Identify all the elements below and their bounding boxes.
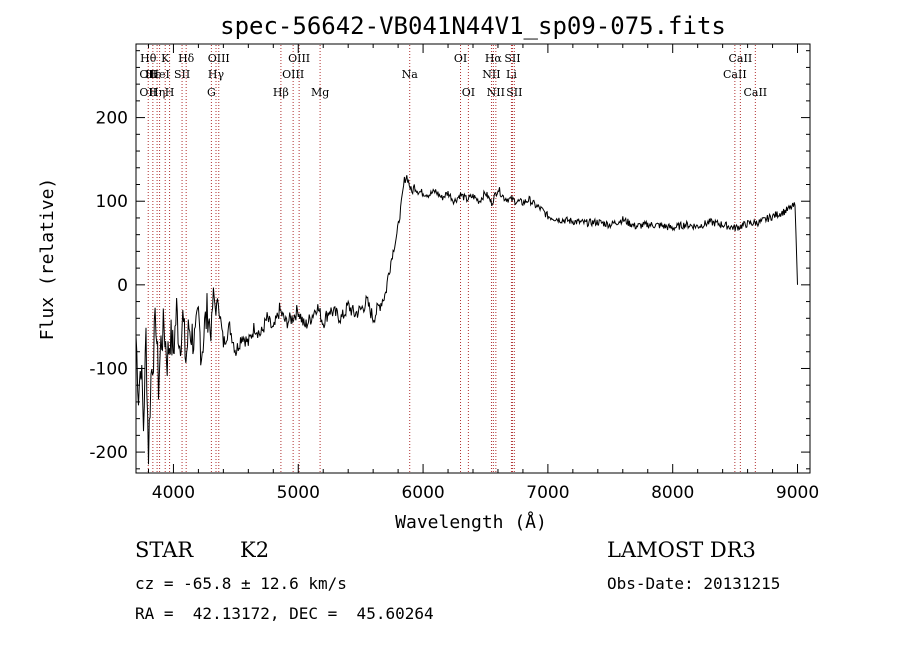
spectral-line-label: Hγ	[208, 68, 225, 81]
x-tick-label: 5000	[277, 483, 320, 503]
spectrum-line	[135, 175, 798, 465]
spectral-line-label: NII	[487, 86, 505, 99]
x-tick-label: 9000	[776, 483, 819, 503]
spectral-line-label: K	[161, 52, 170, 65]
x-tick-label: 4000	[152, 483, 195, 503]
y-tick-label: 0	[117, 276, 128, 296]
spectral-line-label: Hη	[149, 86, 165, 99]
spectral-line-label: OIII	[282, 68, 304, 81]
spectral-line-label: OII	[139, 68, 157, 81]
spectral-line-label: OI	[454, 52, 467, 65]
spectral-line-label: Hθ	[140, 52, 157, 65]
spectral-line-label: NII	[482, 68, 500, 81]
survey-name: LAMOST DR3	[607, 538, 756, 562]
spectral-line-label: CaII	[743, 86, 767, 99]
y-tick-label: 200	[96, 109, 128, 129]
spectral-line-label: H	[165, 86, 175, 99]
y-tick-label: -100	[89, 359, 128, 379]
spectral-line-label: Hα	[485, 52, 503, 65]
chart-title: spec-56642-VB041N44V1_sp09-075.fits	[220, 12, 726, 40]
x-axis-label: Wavelength (Å)	[395, 511, 547, 533]
object-class: STAR	[135, 538, 194, 562]
spectral-line-markers	[147, 45, 756, 472]
spectral-line-label: Hε	[145, 68, 161, 81]
spectral-line-label: CaII	[729, 52, 753, 65]
spectrum-series	[135, 175, 798, 465]
y-tick-label: 100	[96, 192, 128, 212]
spectral-line-label: OIII	[288, 52, 310, 65]
spectral-line-label: SII	[504, 52, 520, 65]
plot-frame	[135, 43, 811, 474]
spectral-line-label: Hδ	[178, 52, 195, 65]
spectral-line-labels: HθOIIOIIHεHηHeIKHSIIHδGHγOIIIHβOIIIOIIIM…	[139, 52, 767, 99]
x-tick-label: 7000	[526, 483, 569, 503]
spectral-line-label: Li	[506, 68, 517, 81]
spectral-line-label: Na	[402, 68, 419, 81]
object-subclass: K2	[240, 538, 270, 562]
spectral-line-label: OI	[462, 86, 475, 99]
spectral-line-label: SII	[506, 86, 522, 99]
spectral-line-label: SII	[174, 68, 190, 81]
y-axis: -200 -100 0 100 200	[89, 50, 810, 470]
spectral-line-label: OIII	[208, 52, 230, 65]
spectral-line-label: G	[207, 86, 216, 99]
x-axis: 4000 5000 6000 7000 8000 9000	[147, 44, 819, 503]
y-axis-label: Flux (relative)	[37, 178, 58, 341]
x-tick-label: 8000	[651, 483, 694, 503]
spectral-line-label: Hβ	[273, 86, 289, 99]
spectral-line-label: HeI	[149, 68, 169, 81]
x-tick-label: 6000	[401, 483, 444, 503]
obs-date-text: Obs-Date: 20131215	[607, 574, 781, 593]
y-tick-label: -200	[89, 443, 128, 463]
spectral-line-label: CaII	[723, 68, 747, 81]
coordinates-text: RA = 42.13172, DEC = 45.60264	[135, 604, 434, 623]
redshift-text: cz = -65.8 ± 12.6 km/s	[135, 574, 347, 593]
spectral-line-label: Mg	[311, 86, 329, 99]
spectral-line-label: OII	[139, 86, 157, 99]
